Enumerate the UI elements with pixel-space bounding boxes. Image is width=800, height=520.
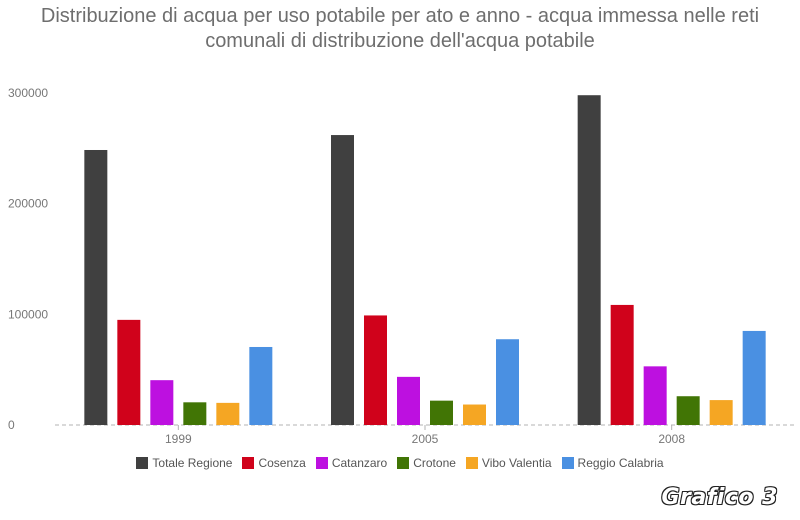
bar-catanzaro-1999 (150, 380, 174, 425)
y-tick-label: 300000 (8, 86, 48, 100)
legend-label: Vibo Valentia (481, 456, 552, 470)
bar-totale-regione-2008 (577, 95, 601, 426)
bar-reggio-calabria-1999 (249, 346, 273, 425)
legend-item[interactable]: Totale Regione (136, 456, 232, 470)
legend-swatch (465, 457, 478, 469)
x-tick-label: 1999 (165, 432, 192, 446)
bar-vibo-valentia-1999 (216, 402, 240, 425)
bar-vibo-valentia-2008 (709, 400, 733, 425)
bar-cosenza-2008 (610, 304, 634, 425)
grafico-label: Grafico 3 (661, 485, 778, 510)
bar-cosenza-1999 (117, 319, 141, 425)
bar-crotone-1999 (183, 402, 207, 425)
legend: Totale Regione Cosenza Catanzaro Crotone Vib… (0, 456, 800, 470)
legend-label: Catanzaro (331, 456, 388, 470)
chart-title: Distribuzione di acqua per uso potabile … (0, 4, 800, 54)
legend-label: Cosenza (258, 456, 306, 470)
bar-totale-regione-1999 (84, 149, 108, 425)
legend-label: Totale Regione (152, 456, 233, 470)
legend-swatch (561, 457, 574, 469)
legend-item[interactable]: Reggio Calabria (561, 456, 664, 470)
bar-reggio-calabria-2005 (496, 339, 519, 425)
y-tick-label: 200000 (8, 197, 48, 211)
bar-catanzaro-2005 (397, 376, 420, 425)
chart-title-line-2: comunali di distribuzione dell'acqua pot… (205, 30, 595, 52)
legend-item[interactable]: Crotone (397, 456, 456, 470)
x-tick-label: 2005 (412, 432, 439, 446)
bar-totale-regione-2005 (331, 135, 354, 425)
legend-label: Crotone (413, 456, 456, 470)
y-tick-label: 100000 (8, 307, 48, 321)
legend-label: Reggio Calabria (577, 456, 664, 470)
bar-crotone-2008 (676, 396, 700, 425)
bar-crotone-2005 (430, 400, 453, 425)
legend-swatch (397, 457, 410, 469)
legend-swatch (242, 457, 255, 469)
bar-reggio-calabria-2008 (742, 330, 766, 425)
legend-item[interactable]: Catanzaro (315, 456, 388, 470)
legend-swatch (136, 457, 149, 469)
bar-vibo-valentia-2005 (463, 404, 486, 425)
legend-item[interactable]: Cosenza (242, 456, 306, 470)
legend-swatch (315, 457, 328, 469)
bar-cosenza-2005 (364, 315, 387, 425)
x-tick-label: 2008 (658, 432, 685, 446)
chart-title-line-1: Distribuzione di acqua per uso potabile … (40, 5, 760, 27)
y-tick-label: 0 (8, 418, 15, 432)
bar-catanzaro-2008 (643, 366, 667, 425)
legend-item[interactable]: Vibo Valentia (465, 456, 552, 470)
